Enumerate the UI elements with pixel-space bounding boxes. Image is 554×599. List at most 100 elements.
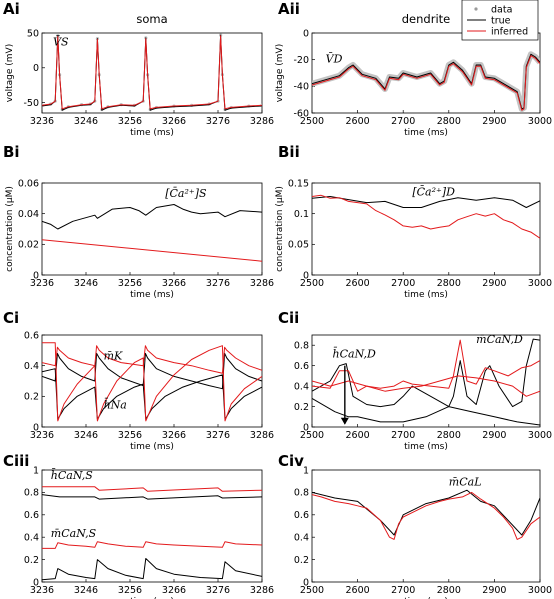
series-line-true-h-can-d <box>312 397 540 426</box>
x-tick-label: 2600 <box>346 585 370 596</box>
plot-area <box>42 33 262 112</box>
series-line-inferred <box>312 194 540 239</box>
panel-title: dendrite <box>402 12 450 26</box>
y-tick-label: 1 <box>303 465 309 476</box>
x-tick-label: 3236 <box>30 116 54 127</box>
plot-area <box>312 489 540 540</box>
x-tick-label: 2600 <box>346 430 370 441</box>
annotation-label: V̄S <box>53 36 69 49</box>
y-tick-label: 0 <box>33 577 39 588</box>
y-tick-label: 0.2 <box>294 555 309 566</box>
series-line-inferred <box>312 55 540 111</box>
annotation-label: h̄CaN,S <box>51 469 93 482</box>
y-axis-label: concentration (µM) <box>275 186 285 272</box>
x-axis-label: time (ms) <box>130 290 174 300</box>
x-tick-label: 2800 <box>437 585 461 596</box>
x-tick-label: 2600 <box>346 278 370 289</box>
panel-label: Ai <box>3 0 20 18</box>
series-line-true-m-can-s <box>42 558 262 581</box>
panel-label: Ci <box>3 309 19 327</box>
plot-area <box>312 338 540 426</box>
x-axis-label: time (ms) <box>404 128 448 138</box>
plot-area <box>42 204 262 262</box>
x-tick-label: 2500 <box>300 430 324 441</box>
x-tick-label: 3236 <box>30 585 54 596</box>
x-tick-label: 3276 <box>206 585 230 596</box>
y-tick-label: 0 <box>303 577 309 588</box>
x-tick-label: 3266 <box>162 116 186 127</box>
annotation-label: h̄Na <box>104 398 127 411</box>
x-axis-label: time (ms) <box>130 128 174 138</box>
x-axis-label: time (ms) <box>404 290 448 300</box>
series-line-inferred-m-k <box>42 345 262 374</box>
x-tick-label: 2600 <box>346 116 370 127</box>
annotation-label: m̄CaN,S <box>51 527 97 540</box>
y-tick-label: 0 <box>33 422 39 433</box>
y-axis-label: concentration (µM) <box>5 186 15 272</box>
x-tick-label: 3266 <box>162 278 186 289</box>
panel-ci: Ci 3236 3246 3256 3266 3276 3286 0 0.2 0.4 0.6 time… <box>3 309 274 452</box>
y-tick-label: 0 <box>33 63 39 74</box>
annotation-label: [C̄a²⁺]D <box>412 185 455 198</box>
x-tick-label: 2800 <box>437 116 461 127</box>
series-line-true <box>42 204 262 230</box>
y-tick-label: 0 <box>303 422 309 433</box>
panel-title: soma <box>136 12 167 26</box>
x-tick-label: 2900 <box>482 116 506 127</box>
y-tick-label: 0.8 <box>294 341 309 352</box>
series-line-inferred-m-can-s <box>42 541 262 549</box>
annotation-arrow-head <box>340 417 349 425</box>
panel-label: Bi <box>3 143 20 161</box>
y-tick-label: 0.6 <box>24 510 39 521</box>
x-tick-label: 3000 <box>528 585 552 596</box>
axes-frame <box>41 469 263 583</box>
series-line-true-m-k <box>42 352 262 390</box>
legend-entry: inferred <box>491 26 528 37</box>
x-tick-label: 3000 <box>528 116 552 127</box>
x-tick-label: 3286 <box>250 116 274 127</box>
series-line-true-h-can-s <box>42 494 262 500</box>
annotation-label: m̄K <box>104 350 123 363</box>
x-tick-label: 3000 <box>528 278 552 289</box>
plot-area <box>312 51 540 112</box>
annotation-label: [C̄a²⁺]S <box>165 187 207 200</box>
panel-bii: Bii 2500 2600 2700 2800 2900 3000 0 0.05 0.1 0.15 t… <box>275 143 552 300</box>
x-tick-label: 2900 <box>482 430 506 441</box>
x-tick-label: 2500 <box>300 585 324 596</box>
y-tick-label: 1 <box>33 465 39 476</box>
x-tick-label: 3276 <box>206 430 230 441</box>
series-line-inferred-h-can-d <box>312 375 540 397</box>
panel-bi: Bi 3236 3246 3256 3266 3276 3286 0 0.02 0.04 0.06 t… <box>3 143 274 300</box>
annotation-label: m̄CaL <box>449 476 482 489</box>
y-tick-label: 0.4 <box>24 533 39 544</box>
x-tick-label: 3236 <box>30 278 54 289</box>
series-line-inferred-h-can-s <box>42 486 262 492</box>
x-tick-label: 2700 <box>391 278 415 289</box>
panel-ciii: Ciii 3236 3246 3256 3266 3276 3286 0 0.2 0.4 0.6 0.… <box>3 452 274 599</box>
y-tick-label: -50 <box>23 98 39 109</box>
x-tick-label: 2800 <box>437 430 461 441</box>
x-tick-label: 3236 <box>30 430 54 441</box>
panel-label: Civ <box>278 452 304 470</box>
y-tick-label: 50 <box>27 28 39 39</box>
x-tick-label: 3286 <box>250 278 274 289</box>
y-axis-label: voltage (mV) <box>275 44 285 102</box>
panel-label: Aii <box>278 0 300 18</box>
series-data <box>42 33 262 112</box>
x-tick-label: 3256 <box>118 278 142 289</box>
series-line-inferred <box>312 491 540 540</box>
panel-ai: Ai 3236 3246 3256 3266 3276 3286 -50 0 50 time (ms… <box>3 0 274 138</box>
plot-area <box>312 194 540 239</box>
x-tick-label: 3256 <box>118 116 142 127</box>
y-tick-label: 0.2 <box>24 555 39 566</box>
panel-label: Bii <box>278 143 300 161</box>
y-tick-label: -40 <box>293 82 309 93</box>
y-tick-label: 0.4 <box>294 381 309 392</box>
series-line-true-m-can-d <box>312 338 540 408</box>
x-tick-label: 2500 <box>300 278 324 289</box>
series-data <box>312 51 540 112</box>
series-line-inferred-h-na <box>42 342 262 422</box>
y-tick-label: 0.02 <box>18 240 39 251</box>
x-tick-label: 2900 <box>482 278 506 289</box>
x-tick-label: 3000 <box>528 430 552 441</box>
